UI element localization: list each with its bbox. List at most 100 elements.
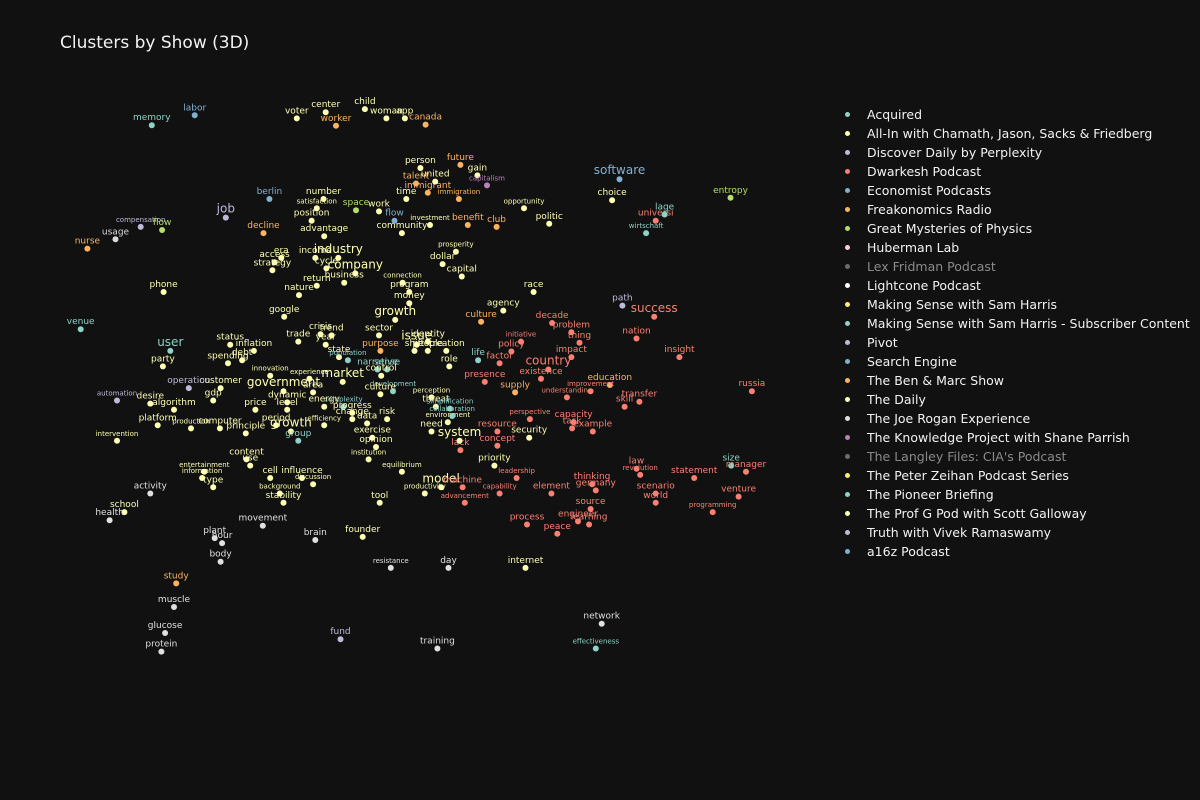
data-point[interactable] [636,398,643,405]
data-point[interactable] [568,329,575,336]
data-point[interactable] [227,341,234,348]
legend-item[interactable]: Freakonomics Radio [842,200,1192,219]
data-point[interactable] [225,360,231,367]
data-point[interactable] [162,630,169,636]
data-point[interactable] [219,540,226,547]
data-point[interactable] [496,360,503,367]
data-point[interactable] [171,406,177,413]
data-point[interactable] [445,564,452,571]
legend-item[interactable]: Truth with Vivek Ramaswamy [842,523,1192,542]
data-point[interactable] [494,442,501,449]
data-point[interactable] [598,620,605,627]
data-point[interactable] [743,468,749,475]
data-point[interactable] [340,403,347,410]
data-point[interactable] [455,196,462,202]
data-point[interactable] [413,341,420,348]
data-point[interactable] [361,106,368,113]
data-point[interactable] [434,645,441,652]
data-point[interactable] [569,425,576,432]
data-point[interactable] [278,254,285,261]
legend-item[interactable]: Pivot [842,333,1192,352]
data-point[interactable] [447,405,453,412]
data-point[interactable] [474,172,481,179]
data-point[interactable] [616,176,623,183]
data-point[interactable] [576,339,583,346]
data-point[interactable] [390,388,396,395]
data-point[interactable] [748,388,755,395]
data-point[interactable] [222,214,229,221]
data-point[interactable] [337,636,344,643]
data-point[interactable] [344,357,351,364]
data-point[interactable] [210,397,217,404]
data-point[interactable] [188,425,194,432]
data-point[interactable] [106,517,113,524]
data-point[interactable] [159,227,166,233]
data-point[interactable] [114,437,120,444]
legend-item[interactable]: All-In with Chamath, Jason, Sacks & Frie… [842,124,1192,143]
data-point[interactable] [432,178,439,185]
data-point[interactable] [269,267,276,274]
data-point[interactable] [452,248,459,255]
data-point[interactable] [284,399,291,406]
data-point[interactable] [276,490,283,497]
data-point[interactable] [417,165,424,171]
legend-item[interactable]: Lex Fridman Podcast [842,257,1192,276]
data-point[interactable] [508,348,515,355]
data-point[interactable] [352,270,359,277]
data-point[interactable] [243,456,250,463]
data-point[interactable] [239,357,246,364]
data-point[interactable] [521,205,527,212]
data-point[interactable] [320,196,327,202]
data-point[interactable] [364,420,371,427]
legend-item[interactable]: The Ben & Marc Show [842,371,1192,390]
data-point[interactable] [413,180,419,187]
data-point[interactable] [652,499,659,506]
data-point[interactable] [259,522,266,529]
data-point[interactable] [201,468,208,475]
data-point[interactable] [281,313,288,320]
data-point[interactable] [267,372,274,379]
data-point[interactable] [478,318,485,325]
data-point[interactable] [554,530,561,537]
data-point[interactable] [387,564,394,571]
data-point[interactable] [633,335,640,342]
data-point[interactable] [491,462,498,469]
data-point[interactable] [589,428,596,435]
data-point[interactable] [637,471,644,478]
data-point[interactable] [216,425,223,432]
data-point[interactable] [428,394,435,401]
data-point[interactable] [377,391,384,398]
data-point[interactable] [247,462,254,469]
data-point[interactable] [494,428,501,435]
data-point[interactable] [242,430,249,437]
data-point[interactable] [735,493,742,500]
data-point[interactable] [652,217,659,224]
data-point[interactable] [526,416,533,423]
data-point[interactable] [349,409,356,416]
legend-item[interactable]: The Langley Files: CIA's Podcast [842,447,1192,466]
data-point[interactable] [260,230,267,237]
data-point[interactable] [403,196,410,202]
data-point[interactable] [293,115,300,122]
data-point[interactable] [167,347,174,354]
data-point[interactable] [211,535,218,542]
data-point[interactable] [606,382,613,388]
data-point[interactable] [633,465,640,472]
data-point[interactable] [548,490,555,497]
data-point[interactable] [114,397,120,404]
data-point[interactable] [457,447,464,454]
data-point[interactable] [422,121,429,128]
data-point[interactable] [424,189,431,196]
data-point[interactable] [280,499,287,506]
data-point[interactable] [252,406,259,413]
data-point[interactable] [459,484,466,491]
data-point[interactable] [349,416,356,423]
data-point[interactable] [458,273,465,280]
data-point[interactable] [210,484,217,491]
data-point[interactable] [456,437,463,444]
data-point[interactable] [443,347,450,354]
data-point[interactable] [428,428,435,435]
data-point[interactable] [336,354,342,361]
data-point[interactable] [317,331,324,338]
